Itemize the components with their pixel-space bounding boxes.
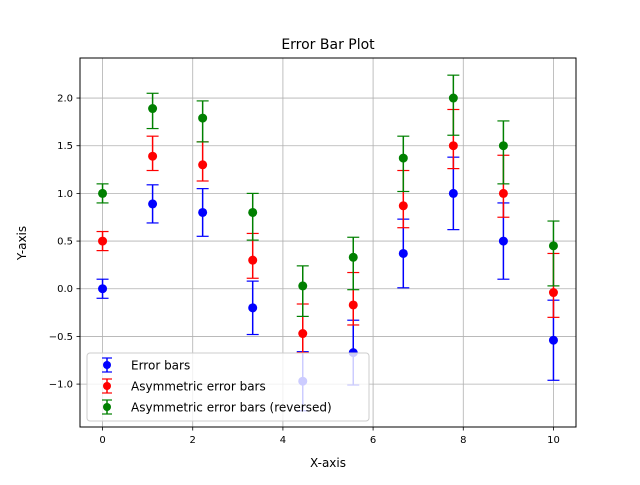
- x-tick-label: 4: [280, 435, 286, 446]
- x-tick-label: 8: [460, 435, 466, 446]
- legend-box: [86, 352, 370, 422]
- y-axis-label: Y-axis: [15, 226, 29, 261]
- legend-marker: [103, 403, 111, 411]
- data-point: [548, 241, 558, 251]
- data-point: [498, 236, 508, 246]
- data-point: [148, 199, 158, 209]
- data-point: [248, 303, 258, 313]
- data-point: [448, 93, 458, 103]
- legend-marker: [103, 382, 111, 390]
- data-point: [198, 113, 208, 123]
- data-point: [98, 236, 108, 246]
- y-tick-label: 2.0: [57, 94, 73, 105]
- data-point: [498, 141, 508, 151]
- axis-ticks: 0 2 4 6 8 10 −1.0 −0.5 0.0 0.5 1.0 1.5 2.0: [49, 94, 560, 446]
- data-point: [398, 153, 408, 163]
- data-point: [98, 284, 108, 294]
- data-point: [248, 255, 258, 265]
- data-point: [298, 329, 308, 339]
- x-tick-label: 0: [99, 435, 105, 446]
- data-point: [198, 160, 208, 170]
- legend: Error bars Asymmetric error bars Asymmetri…: [86, 352, 370, 422]
- x-tick-label: 6: [370, 435, 376, 446]
- data-point: [298, 281, 308, 291]
- data-point: [398, 248, 408, 258]
- data-point: [398, 201, 408, 211]
- y-tick-label: 0.5: [57, 237, 73, 248]
- data-point: [148, 104, 158, 114]
- data-point: [198, 207, 208, 217]
- legend-label: Error bars: [131, 359, 190, 373]
- series-3: [96, 74, 560, 317]
- y-tick-label: 0.0: [57, 284, 73, 295]
- data-point: [448, 141, 458, 151]
- data-point: [348, 252, 358, 262]
- x-tick-label: 10: [547, 435, 560, 446]
- data-point: [348, 300, 358, 310]
- data-point: [148, 151, 158, 161]
- y-tick-label: −0.5: [49, 332, 73, 343]
- legend-marker: [103, 361, 111, 369]
- data-point: [448, 188, 458, 198]
- data-point: [548, 335, 558, 345]
- y-tick-label: −1.0: [49, 380, 73, 391]
- data-point: [98, 188, 108, 198]
- grid: [80, 58, 576, 427]
- x-tick-label: 2: [190, 435, 196, 446]
- y-tick-label: 1.0: [57, 189, 73, 200]
- data-point: [498, 188, 508, 198]
- chart-title: Error Bar Plot: [281, 37, 375, 53]
- plot-frame: [79, 57, 577, 428]
- legend-label: Asymmetric error bars (reversed): [131, 401, 332, 415]
- y-tick-label: 1.5: [57, 141, 73, 152]
- data-point: [548, 288, 558, 298]
- data-point: [248, 207, 258, 217]
- legend-label: Asymmetric error bars: [131, 380, 266, 394]
- x-axis-label: X-axis: [310, 456, 346, 470]
